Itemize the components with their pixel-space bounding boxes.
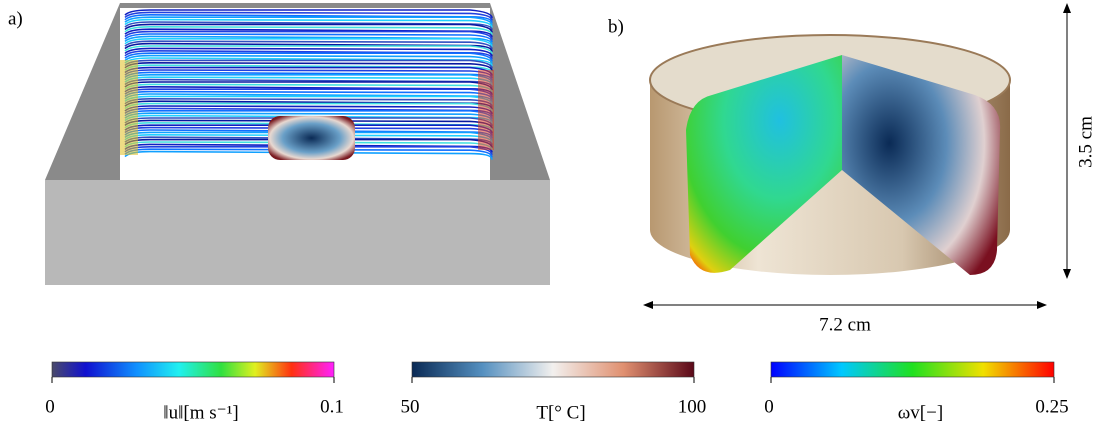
box-front xyxy=(45,180,550,285)
width-label: 7.2 cm xyxy=(819,314,871,335)
streamline-edge xyxy=(120,60,138,155)
colorbar-label: T[° C] xyxy=(536,402,585,423)
colorbar-max: 100 xyxy=(678,396,707,417)
colorbar-label: ‖u‖[m s⁻¹] xyxy=(163,402,238,423)
colorbar xyxy=(412,362,694,377)
colorbar-min: 50 xyxy=(401,396,420,417)
colorbar xyxy=(52,362,334,377)
arrow-head xyxy=(643,301,653,309)
box-back xyxy=(120,3,490,8)
arrow-head xyxy=(1063,269,1071,279)
arrow-head xyxy=(1037,301,1047,309)
colorbar xyxy=(771,362,1054,377)
colorbar-max: 0.25 xyxy=(1035,396,1068,417)
colorbar-max: 0.1 xyxy=(320,396,344,417)
arrow-head xyxy=(1063,3,1071,13)
panel-label: b) xyxy=(608,16,624,37)
bread-slice xyxy=(268,116,355,160)
streamline-edge xyxy=(478,70,494,150)
panel-label: a) xyxy=(8,8,23,29)
box-left-wall xyxy=(45,3,120,180)
height-label: 3.5 cm xyxy=(1075,116,1096,168)
colorbar-min: 0 xyxy=(45,396,55,417)
colorbar-min: 0 xyxy=(764,396,774,417)
colorbars: 0 0.1 ‖u‖[m s⁻¹] 50 100 T[° C] 0 0.25 ωv[−] xyxy=(45,362,1068,423)
figure: a) b) 3.5 cm 7.2 cm 0 0.1 ‖u‖[m s⁻¹] 50 100 T… xyxy=(0,0,1096,437)
colorbar-label: ωv[−] xyxy=(898,402,943,423)
